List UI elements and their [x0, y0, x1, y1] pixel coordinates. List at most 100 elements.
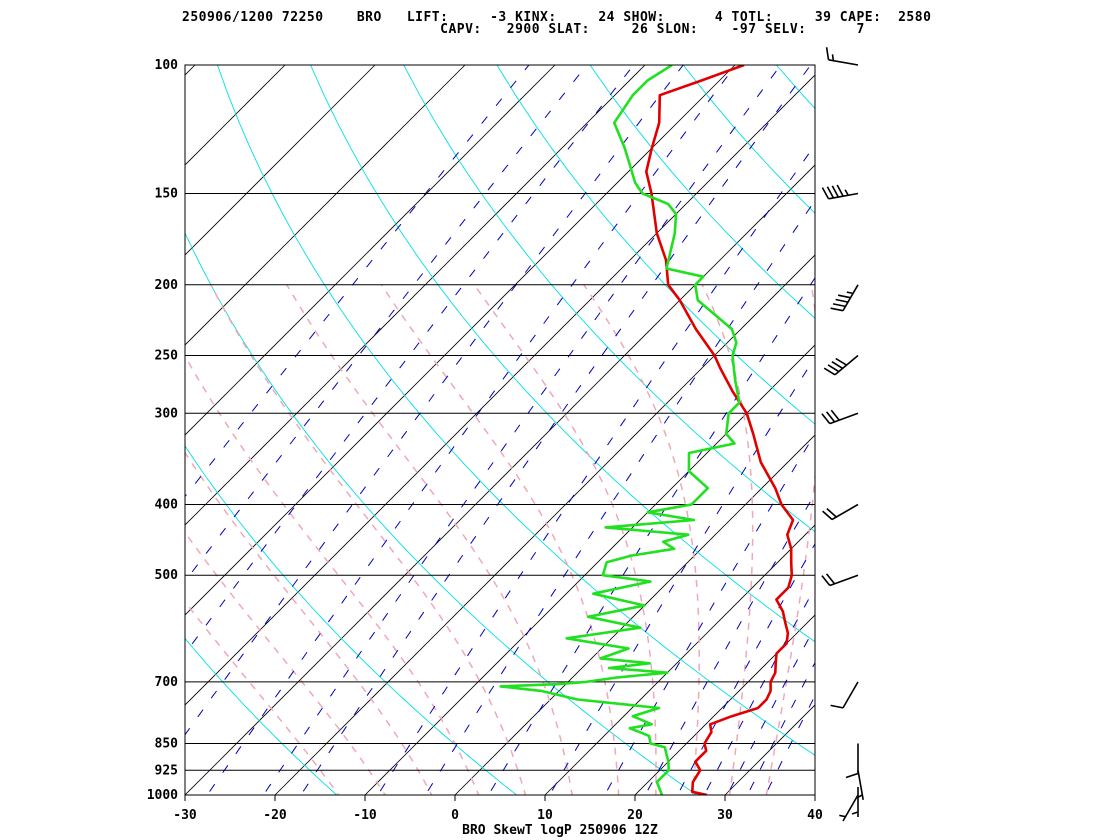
mixing-ratio-line: [703, 586, 815, 795]
isotherm-line: [905, 65, 1120, 795]
chart-title: BRO SkewT logP 250906 12Z: [462, 823, 658, 838]
wind-barb-flag: [826, 508, 837, 518]
background-grid: [0, 65, 1120, 811]
wind-barb-half-flag: [839, 814, 846, 818]
dry-adiabat-line: [1056, 65, 1120, 811]
mixing-ratio-line: [185, 65, 530, 498]
wind-barb-100: [825, 47, 859, 66]
dry-adiabat-line: [963, 65, 1120, 811]
isotherm-line: [185, 65, 466, 346]
mixing-ratio-line: [185, 65, 588, 583]
wind-barb-flag: [821, 575, 831, 586]
wind-barb-300: [821, 409, 859, 425]
wind-barbs: [821, 47, 864, 822]
isotherm-line: [185, 74, 815, 706]
temp-label-20: 20: [627, 808, 643, 823]
mixing-ratio-line: [644, 492, 815, 795]
isotherm-line: [185, 65, 376, 256]
dry-adiabat-line: [496, 65, 815, 425]
mixing-ratio-line: [746, 661, 815, 795]
wind-barb-flag: [827, 364, 840, 373]
wind-barb-flag: [821, 187, 830, 200]
pressure-label-300: 300: [155, 406, 179, 421]
moist-adiabat-line: [286, 284, 573, 795]
mixing-ratio-line: [262, 65, 782, 795]
moist-adiabat-line: [473, 284, 657, 795]
temperature-tick-labels: -30 -20 -10 0 10 20 30 40: [173, 795, 823, 823]
isotherm-line: [544, 524, 815, 795]
wind-barb-flag: [845, 772, 859, 779]
moist-adiabat-line: [380, 284, 620, 795]
wind-barb-flag: [822, 510, 833, 521]
mixing-ratio-line: [377, 144, 815, 795]
wind-barb-500: [821, 573, 859, 587]
wind-barb-shaft: [831, 503, 859, 521]
dry-adiabat-line: [870, 65, 1120, 811]
moist-adiabat-line: [185, 354, 480, 795]
isotherm-line: [814, 794, 815, 795]
plot-frame: [184, 64, 816, 796]
wind-barb-flag: [835, 357, 847, 366]
isotherm-line: [185, 65, 646, 526]
temp-label--10: -10: [353, 808, 377, 823]
isotherm-line: [0, 65, 105, 795]
moist-adiabat-line: [583, 284, 700, 795]
moist-adiabat-line: [701, 284, 754, 795]
wind-barb-flag: [821, 413, 831, 425]
dry-adiabat-line: [216, 65, 815, 756]
wind-barb-flag: [825, 47, 830, 60]
dry-adiabat-line: [310, 65, 815, 643]
header-line-1: 250906/1200 72250 BRO LIFT: -3 KINX: 24 …: [182, 10, 932, 25]
wind-barb-250: [823, 354, 859, 376]
temperature-trace: [645, 65, 795, 795]
wind-barb-400: [822, 503, 859, 521]
pressure-label-100: 100: [155, 58, 179, 73]
wind-barb-flag: [825, 411, 836, 423]
moist-adiabat-line: [210, 284, 527, 795]
pressure-tick-labels: 100 150 200 250 300 400 500 700 850 925 1000: [147, 58, 178, 803]
dry-adiabat-line: [185, 232, 698, 795]
wind-barb-flag: [836, 184, 844, 197]
wind-barb-shaft: [834, 354, 859, 376]
pressure-label-850: 850: [155, 737, 179, 752]
pressure-label-700: 700: [155, 675, 179, 690]
mixing-ratio-line: [206, 65, 737, 795]
header-line-2: CAPV: 2900 SLAT: 26 SLON: -97 SELV: 7: [182, 22, 865, 37]
wind-barb-shaft: [829, 412, 859, 425]
wind-barb-flag: [831, 361, 844, 370]
wind-barb-half-flag: [851, 811, 859, 815]
mixing-ratio-line: [185, 65, 684, 736]
isotherm-line: [634, 614, 815, 795]
wind-barb-1000: [839, 794, 859, 822]
mixing-ratio-line: [185, 65, 634, 655]
pressure-label-150: 150: [155, 187, 179, 202]
wind-barb-flag: [825, 573, 836, 585]
pressure-label-200: 200: [155, 278, 179, 293]
wind-barb-flag: [830, 307, 844, 312]
pressure-label-250: 250: [155, 349, 179, 364]
wind-barb-half-flag: [856, 794, 863, 799]
mixing-ratio-line: [676, 542, 815, 795]
isotherm-line: [185, 65, 286, 166]
temp-label--20: -20: [263, 808, 287, 823]
wind-barb-150: [821, 184, 859, 200]
temp-label-0: 0: [451, 808, 459, 823]
wind-barb-shaft: [857, 770, 864, 800]
wind-barb-half-flag: [846, 291, 854, 295]
isotherm-line: [364, 344, 815, 795]
wind-barb-half-flag: [844, 189, 849, 196]
wind-barb-200: [830, 284, 859, 312]
wind-barb-flag: [830, 704, 844, 709]
isotherm-line: [0, 65, 15, 795]
moist-adiabat-line: [185, 531, 386, 795]
isotherm-line: [185, 65, 556, 436]
wind-barb-half-flag: [831, 54, 835, 61]
mixing-ratio-line: [424, 199, 815, 795]
isotherm-line: [454, 434, 815, 795]
wind-barb-flag: [823, 367, 836, 376]
wind-barb-flag: [835, 298, 849, 303]
dry-adiabat-line: [776, 65, 815, 110]
data-traces: [499, 65, 795, 795]
moist-adiabat-line: [185, 451, 433, 795]
moist-adiabat-line: [765, 284, 815, 795]
